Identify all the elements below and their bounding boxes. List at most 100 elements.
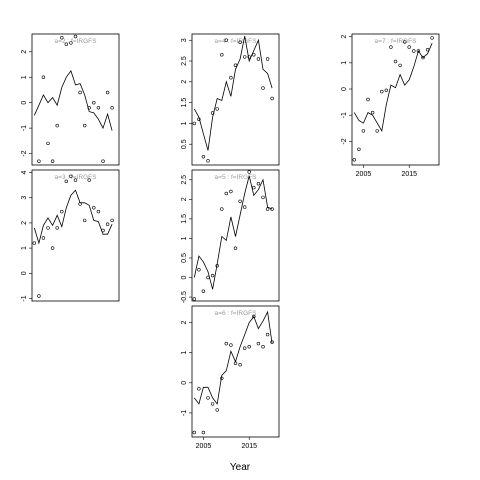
data-point: [206, 159, 210, 163]
data-point: [60, 209, 64, 214]
data-point: [380, 89, 384, 94]
data-point: [224, 191, 229, 196]
panel-frame: [191, 33, 280, 166]
data-point: [220, 53, 224, 57]
series-line: [353, 43, 433, 133]
data-point: [210, 273, 215, 278]
data-point: [229, 343, 233, 347]
data-point: [37, 294, 41, 298]
data-point: [430, 36, 434, 40]
panel-6: a=6 : f=IRGFS -1 0 1 2 2005 2015: [181, 305, 280, 450]
data-point: [69, 174, 73, 179]
data-point: [407, 45, 411, 49]
panel-title: a=5 : f=IRGFS: [215, 174, 258, 181]
data-point: [366, 97, 370, 102]
data-point: [233, 63, 238, 67]
data-point: [60, 36, 64, 40]
data-point: [82, 123, 87, 128]
data-point: [197, 268, 201, 272]
data-point: [192, 430, 197, 435]
data-point: [92, 100, 96, 105]
data-point: [96, 209, 101, 214]
panel-2: a=4 : f=IRGFS 0.5 1 1.5 2 2.5 3: [181, 33, 280, 166]
data-point: [247, 55, 251, 59]
data-point: [384, 88, 388, 93]
data-point: [220, 376, 224, 380]
y-tick-label: 1: [181, 351, 188, 355]
panel-title: a=2 : f=IRGFS: [55, 38, 98, 45]
data-point: [55, 226, 59, 230]
panel-frame: [351, 33, 440, 166]
x-axis-label: Year: [230, 462, 251, 473]
data-point: [197, 117, 201, 122]
y-tick-label: 1: [181, 121, 188, 125]
data-point: [243, 346, 247, 350]
data-point: [370, 110, 375, 115]
y-tick-label: 2: [21, 221, 28, 225]
data-point: [64, 42, 69, 46]
data-point: [220, 207, 224, 211]
panel-title: a=3 : f=IRGFS: [55, 174, 98, 181]
y-tick-label: 1.5: [181, 214, 188, 224]
data-point: [265, 207, 270, 211]
y-tick-label: 1: [21, 75, 28, 79]
panel-5: a=5 : f=IRGFS -0.5 0 0.5 1 1.5 2 2.5: [181, 169, 280, 303]
panel-frame: [31, 169, 120, 302]
x-tick-label: 2005: [356, 171, 372, 178]
data-point: [421, 55, 425, 60]
data-point: [375, 129, 379, 133]
data-point: [261, 345, 265, 349]
panel-4: a=3 : f=IRGFS -1 0 1 2 3 4: [21, 169, 120, 302]
data-point: [256, 57, 261, 61]
data-point: [32, 241, 36, 245]
data-point: [105, 90, 110, 95]
panel-frame: [31, 33, 120, 166]
data-point: [210, 402, 215, 406]
data-point: [238, 40, 242, 44]
data-point: [69, 41, 73, 45]
data-point: [229, 189, 233, 194]
data-point: [270, 96, 274, 101]
y-tick-label: 2: [341, 35, 348, 39]
data-point: [238, 199, 242, 204]
data-point: [50, 159, 55, 163]
data-point: [96, 106, 101, 110]
data-point: [233, 246, 238, 250]
data-point: [206, 396, 210, 400]
data-point: [243, 205, 247, 209]
data-point: [110, 106, 114, 110]
panel-1: a=2 : f=IRGFS -2 -1 0 1 2: [21, 33, 120, 166]
y-tick-label: -2: [341, 138, 348, 144]
data-point: [256, 341, 261, 346]
data-point: [192, 121, 197, 126]
x-tick-label: 2005: [196, 443, 212, 450]
data-point: [50, 246, 55, 250]
panel-title: a=4 : f=IRGFS: [215, 38, 258, 45]
y-tick-label: 0: [341, 87, 348, 91]
data-point: [201, 289, 206, 293]
data-point: [403, 40, 407, 44]
y-tick-label: -1: [181, 410, 188, 416]
data-point: [261, 195, 265, 200]
panel-frame: [191, 169, 280, 302]
data-point: [105, 222, 110, 226]
data-point: [41, 75, 46, 79]
x-tick-label: 2015: [241, 443, 257, 450]
data-point: [425, 47, 430, 52]
data-point: [412, 49, 416, 53]
data-point: [416, 49, 421, 53]
data-point: [92, 206, 96, 210]
data-point: [64, 179, 69, 184]
y-tick-label: 0: [181, 381, 188, 385]
y-tick-label: 4: [21, 170, 28, 174]
data-point: [101, 228, 105, 233]
data-point: [256, 182, 261, 186]
series-line: [33, 189, 113, 245]
y-tick-label: 0: [21, 101, 28, 105]
data-point: [206, 275, 210, 280]
series-line: [33, 70, 113, 131]
data-point: [101, 159, 105, 163]
y-tick-label: 1: [181, 236, 188, 240]
y-tick-label: 1.5: [181, 98, 188, 108]
series-line: [193, 175, 273, 290]
